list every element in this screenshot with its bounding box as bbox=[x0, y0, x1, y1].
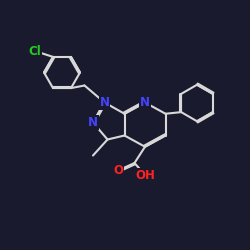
Text: O: O bbox=[113, 164, 123, 177]
Text: N: N bbox=[100, 96, 110, 109]
Text: N: N bbox=[140, 96, 150, 109]
Text: N: N bbox=[88, 116, 98, 129]
Text: Cl: Cl bbox=[28, 46, 41, 59]
Text: OH: OH bbox=[136, 169, 156, 182]
